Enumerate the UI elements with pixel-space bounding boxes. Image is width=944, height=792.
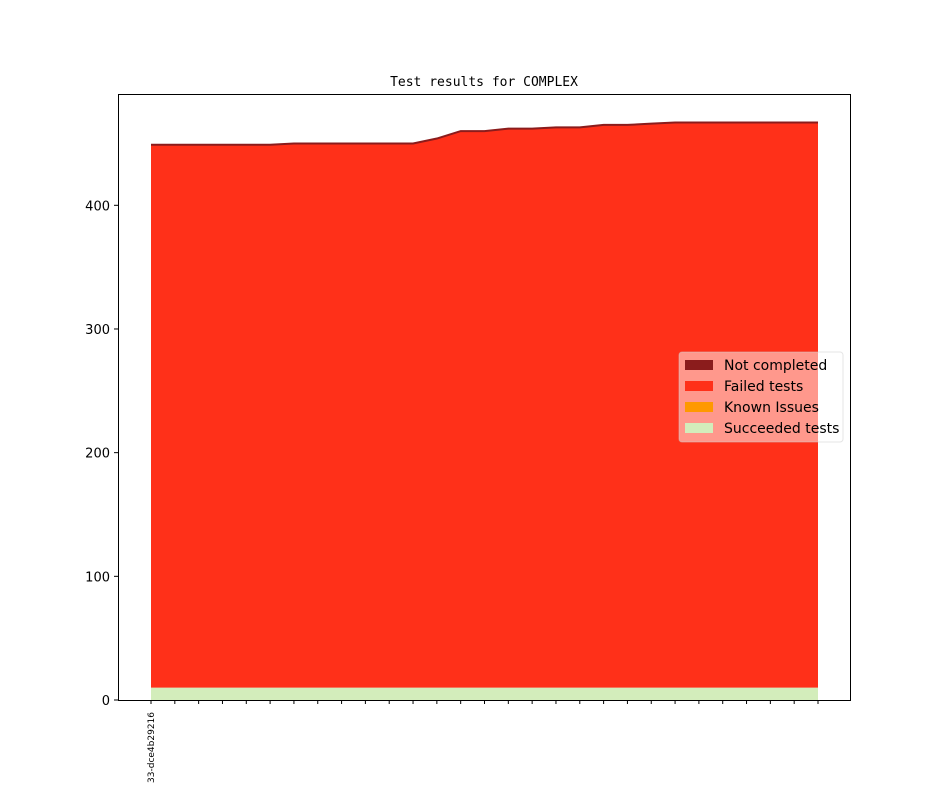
y-tick-label: 400 <box>85 199 110 214</box>
legend-label: Failed tests <box>724 379 803 395</box>
x-axis: 33-dce4b29216 <box>147 700 819 783</box>
area-succeeded-tests <box>151 687 818 700</box>
legend-swatch <box>685 402 713 412</box>
area-layers <box>151 121 818 700</box>
legend-label: Not completed <box>724 358 827 374</box>
plot-frame <box>118 94 851 701</box>
legend-label: Succeeded tests <box>724 421 839 437</box>
legend-swatch <box>685 423 713 433</box>
y-tick-label: 200 <box>85 447 110 462</box>
y-tick-label: 100 <box>85 570 110 585</box>
legend-label: Known Issues <box>724 400 819 416</box>
y-tick-label: 300 <box>85 323 110 338</box>
total-outline <box>151 121 818 146</box>
legend: Not completed Failed tests Known Issues Suc… <box>678 351 844 443</box>
x-tick-label: 33-dce4b29216 <box>147 712 157 783</box>
legend-swatch <box>685 360 713 370</box>
y-tick-label: 0 <box>102 694 110 709</box>
y-axis: 0 100 200 300 400 <box>85 199 118 709</box>
chart-title: Test results for COMPLEX <box>390 75 578 90</box>
area-failed-tests <box>151 122 818 688</box>
legend-swatch <box>685 381 713 391</box>
legend-box <box>678 351 844 443</box>
